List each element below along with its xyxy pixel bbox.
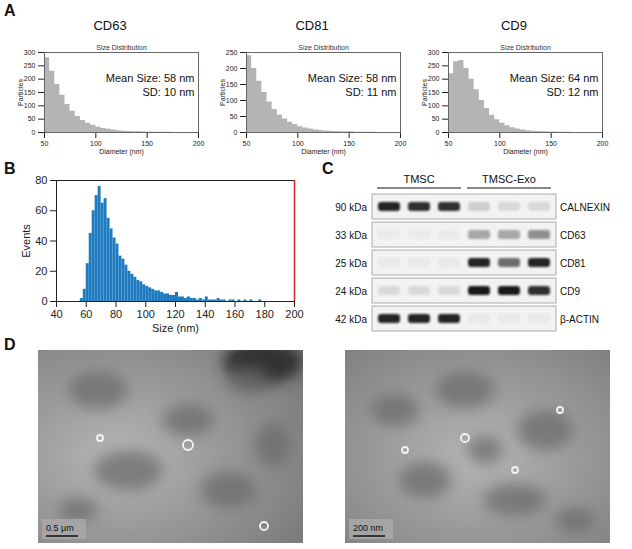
- svg-text:300: 300: [24, 49, 36, 56]
- svg-text:42 kDa: 42 kDa: [335, 314, 367, 325]
- svg-text:Size (nm): Size (nm): [152, 322, 199, 334]
- svg-text:CD63: CD63: [560, 230, 586, 241]
- svg-text:80: 80: [35, 174, 47, 186]
- svg-text:100: 100: [137, 308, 155, 320]
- svg-text:80: 80: [110, 308, 122, 320]
- svg-text:50: 50: [432, 115, 440, 122]
- svg-text:200: 200: [395, 140, 407, 147]
- svg-text:120: 120: [166, 308, 184, 320]
- svg-text:CD81: CD81: [560, 258, 586, 269]
- svg-text:0: 0: [436, 129, 440, 136]
- svg-text:0: 0: [32, 129, 36, 136]
- svg-text:25 kDa: 25 kDa: [335, 258, 367, 269]
- svg-text:250: 250: [428, 62, 440, 69]
- svg-text:50: 50: [445, 140, 453, 147]
- svg-text:33 kDa: 33 kDa: [335, 230, 367, 241]
- svg-text:150: 150: [343, 140, 355, 147]
- svg-text:200: 200: [597, 140, 609, 147]
- svg-text:300: 300: [428, 49, 440, 56]
- html-text:CD9: CD9: [501, 18, 527, 33]
- html-text:D: D: [4, 336, 16, 353]
- svg-text:Mean Size: 64 nmSD: 12 nm: Mean Size: 64 nmSD: 12 nm: [510, 72, 599, 98]
- html-text:A: A: [4, 2, 16, 19]
- svg-text:Particles: Particles: [17, 79, 24, 106]
- svg-text:Mean Size: 58 nmSD: 10 nm: Mean Size: 58 nmSD: 10 nm: [106, 72, 195, 98]
- svg-text:50: 50: [28, 115, 36, 122]
- svg-text:150: 150: [545, 140, 557, 147]
- svg-text:50: 50: [243, 140, 251, 147]
- svg-text:200: 200: [193, 140, 205, 147]
- svg-text:40: 40: [50, 308, 62, 320]
- svg-text:50: 50: [41, 140, 49, 147]
- svg-text:60: 60: [80, 308, 92, 320]
- svg-text:100: 100: [24, 102, 36, 109]
- svg-text:200: 200: [24, 75, 36, 82]
- svg-text:Size Distribution: Size Distribution: [298, 44, 349, 51]
- svg-text:Particles: Particles: [219, 79, 226, 106]
- svg-text:200: 200: [285, 308, 303, 320]
- svg-text:150: 150: [226, 81, 238, 88]
- svg-text:TMSC: TMSC: [403, 173, 434, 185]
- svg-text:150: 150: [24, 89, 36, 96]
- svg-text:140: 140: [196, 308, 214, 320]
- svg-text:0: 0: [234, 129, 238, 136]
- svg-text:100: 100: [494, 140, 506, 147]
- svg-text:60: 60: [35, 204, 47, 216]
- svg-text:CALNEXIN: CALNEXIN: [560, 202, 610, 213]
- svg-text:160: 160: [226, 308, 244, 320]
- svg-text:24 kDa: 24 kDa: [335, 286, 367, 297]
- svg-text:100: 100: [226, 97, 238, 104]
- svg-text:0: 0: [41, 295, 47, 307]
- html-text:C: C: [322, 160, 334, 177]
- svg-text:150: 150: [428, 89, 440, 96]
- svg-text:0.5 μm: 0.5 μm: [46, 523, 74, 533]
- svg-text:180: 180: [256, 308, 274, 320]
- svg-text:90 kDa: 90 kDa: [335, 202, 367, 213]
- svg-text:200: 200: [226, 65, 238, 72]
- svg-text:Events: Events: [20, 224, 32, 258]
- svg-text:100: 100: [292, 140, 304, 147]
- svg-text:Diameter (nm): Diameter (nm): [503, 148, 548, 156]
- svg-text:Particles: Particles: [421, 79, 428, 106]
- svg-text:250: 250: [24, 62, 36, 69]
- svg-text:250: 250: [226, 49, 238, 56]
- svg-text:200: 200: [428, 75, 440, 82]
- svg-text:50: 50: [230, 113, 238, 120]
- svg-text:Size Distribution: Size Distribution: [500, 44, 551, 51]
- svg-text:40: 40: [35, 235, 47, 247]
- svg-text:CD9: CD9: [560, 286, 580, 297]
- html-text:CD63: CD63: [93, 18, 127, 33]
- svg-text:TMSC-Exo: TMSC-Exo: [482, 173, 536, 185]
- svg-text:200 nm: 200 nm: [353, 523, 383, 533]
- svg-text:Size Distribution: Size Distribution: [96, 44, 147, 51]
- html-text:CD81: CD81: [295, 18, 329, 33]
- svg-text:Diameter (nm): Diameter (nm): [301, 148, 346, 156]
- svg-text:20: 20: [35, 265, 47, 277]
- svg-text:Diameter (nm): Diameter (nm): [99, 148, 144, 156]
- svg-text:β-ACTIN: β-ACTIN: [560, 314, 599, 325]
- html-text:B: B: [4, 160, 16, 177]
- svg-text:100: 100: [428, 102, 440, 109]
- svg-text:100: 100: [90, 140, 102, 147]
- svg-text:Mean Size: 58 nmSD: 11 nm: Mean Size: 58 nmSD: 11 nm: [308, 72, 397, 98]
- svg-text:150: 150: [141, 140, 153, 147]
